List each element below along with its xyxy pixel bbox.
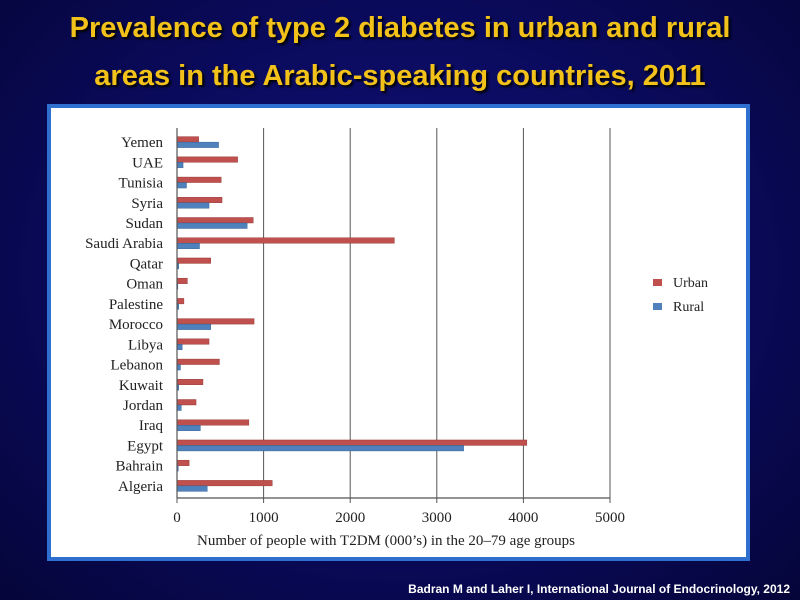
bar-rural-jordan [176,404,182,411]
legend-swatch-urban [653,279,662,286]
gridlines [263,128,611,498]
bar-urban-libya [176,338,210,345]
x-tick-label: 4000 [508,510,538,526]
category-label: Kuwait [119,378,164,394]
category-label: Lebanon [111,358,164,374]
bar-rural-uae [176,162,184,169]
category-label: Oman [126,277,163,293]
bar-rural-algeria [176,485,208,492]
legend: Urban Rural [653,276,708,315]
category-label: Bahrain [116,459,164,475]
bar-rural-egypt [176,445,464,452]
axes [176,128,610,499]
bar-urban-kuwait [176,379,204,385]
bar-urban-jordan [176,399,197,406]
bar-urban-oman [176,277,188,284]
bar-urban-syria [176,197,223,203]
bar-chart: Yemen UAE Tunisia Syria Sudan Saudi Arabia Qat… [85,128,708,549]
category-label: Iraq [139,418,164,434]
category-labels: Yemen UAE Tunisia Syria Sudan Saudi Arabia Qat… [85,135,164,495]
bars [176,136,528,492]
bar-rural-saudi-arabia [176,243,200,249]
category-label: Sudan [126,216,164,232]
category-label: Tunisia [119,176,164,192]
chart-panel: Yemen UAE Tunisia Syria Sudan Saudi Arabia Qat… [47,104,750,561]
bar-urban-egypt [176,439,528,446]
category-label: Algeria [118,479,163,495]
category-label: Jordan [123,398,163,414]
bar-rural-sudan [176,222,248,229]
citation: Badran M and Laher I, International Jour… [408,582,790,596]
category-label: Palestine [109,297,163,313]
x-axis-label: Number of people with T2DM (000’s) in th… [197,533,575,549]
category-label: Qatar [130,256,163,272]
x-tick-label: 1000 [249,510,279,526]
slide-title-line-1: Prevalence of type 2 diabetes in urban a… [69,12,731,44]
bar-urban-bahrain [176,459,190,466]
category-label: Egypt [127,438,164,454]
legend-swatch-rural [653,303,662,310]
bar-rural-libya [176,344,183,351]
slide-title-line-2: areas in the Arabic-speaking countries, … [94,60,706,92]
bar-rural-iraq [176,425,201,431]
x-tick-label: 2000 [335,510,365,526]
category-label: UAE [132,155,163,171]
bar-urban-iraq [176,419,250,426]
bar-rural-syria [176,202,210,209]
bar-urban-saudi-arabia [176,237,395,244]
x-tick-label: 0 [173,510,181,526]
category-label: Syria [131,196,163,212]
bar-rural-morocco [176,323,211,330]
bar-rural-yemen [176,141,219,148]
category-label: Morocco [109,317,163,333]
bar-urban-palestine [176,298,185,305]
bar-urban-lebanon [176,358,220,365]
bar-urban-algeria [176,480,273,487]
bar-urban-uae [176,156,238,163]
bar-rural-tunisia [176,182,187,189]
category-label: Libya [128,337,163,353]
bar-urban-yemen [176,136,199,143]
x-tick-label: 5000 [595,510,625,526]
bar-urban-sudan [176,217,254,224]
x-tick-label: 3000 [422,510,452,526]
bar-urban-morocco [176,318,255,325]
bar-urban-tunisia [176,176,222,183]
x-tick-labels: 0 1000 2000 3000 4000 5000 [173,498,625,526]
legend-label-rural: Rural [673,300,704,315]
legend-label-urban: Urban [673,276,708,291]
bar-urban-qatar [176,257,211,264]
category-label: Yemen [121,135,163,151]
category-label: Saudi Arabia [85,236,163,252]
